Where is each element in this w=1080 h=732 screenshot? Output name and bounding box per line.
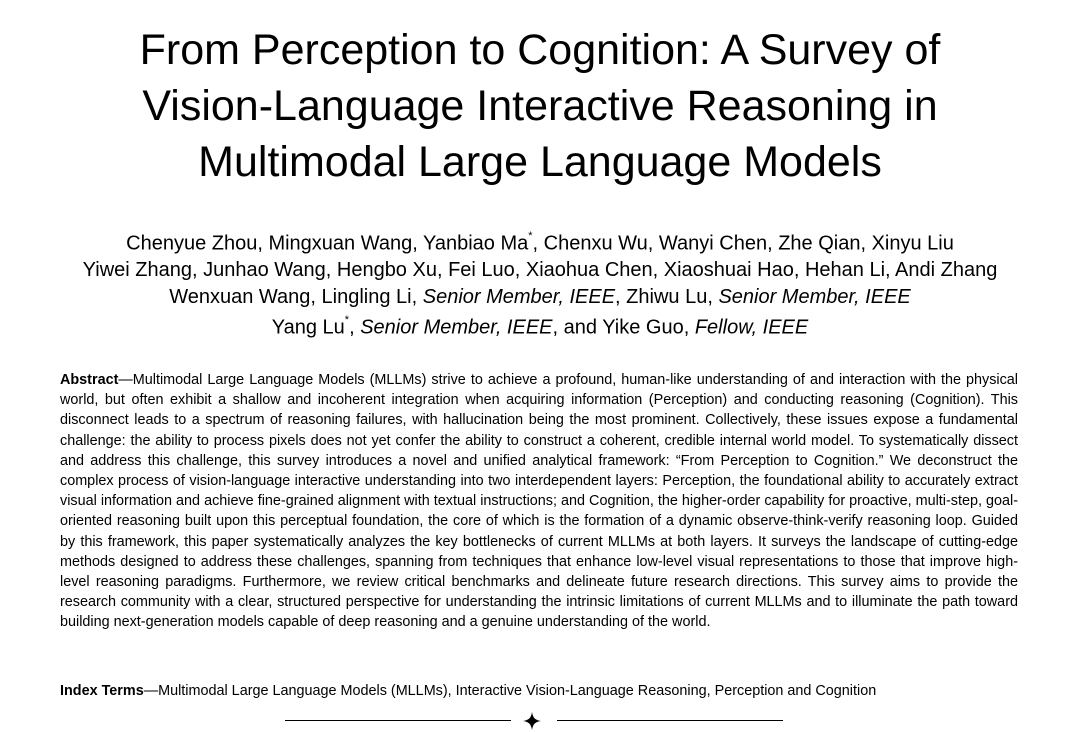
author-title: Fellow, IEEE	[694, 316, 809, 339]
title-line: From Perception to Cognition: A Survey o…	[139, 26, 941, 74]
divider-rule	[285, 720, 511, 721]
author-line: Wenxuan Wang, Lingling Li, Senior Member…	[20, 284, 1060, 311]
index-terms: Index Terms—Multimodal Large Language Mo…	[60, 681, 1018, 701]
author-names: Wenxuan Wang, Lingling Li,	[169, 285, 423, 308]
index-terms-text: —Multimodal Large Language Models (MLLMs…	[143, 683, 877, 699]
author-title: Senior Member, IEEE	[422, 285, 616, 308]
author-line: Chenyue Zhou, Mingxuan Wang, Yanbiao Ma*…	[20, 226, 1060, 257]
author-names: , and Yike Guo,	[552, 316, 695, 339]
author-names: , Zhiwu Lu,	[615, 285, 719, 308]
abstract: Abstract—Multimodal Large Language Model…	[60, 370, 1018, 633]
section-divider	[285, 711, 783, 731]
author-list: Chenyue Zhou, Mingxuan Wang, Yanbiao Ma*…	[20, 226, 1060, 341]
corresponding-author-mark: *	[344, 314, 350, 327]
author-names: Chenyue Zhou, Mingxuan Wang, Yanbiao Ma	[126, 232, 529, 255]
abstract-label: Abstract	[60, 372, 119, 388]
author-names: Yang Lu	[271, 316, 345, 339]
author-names: ,	[349, 316, 361, 339]
abstract-text: —Multimodal Large Language Models (MLLMs…	[60, 372, 1018, 631]
corresponding-author-mark: *	[528, 230, 533, 242]
paper-title: From Perception to Cognition: A Survey o…	[40, 22, 1040, 190]
four-point-star-icon	[523, 712, 541, 730]
author-line: Yiwei Zhang, Junhao Wang, Hengbo Xu, Fei…	[82, 259, 998, 282]
author-line: Yang Lu*, Senior Member, IEEE, and Yike …	[20, 310, 1060, 341]
author-names: , Chenxu Wu, Wanyi Chen, Zhe Qian, Xinyu…	[532, 232, 954, 255]
author-title: Senior Member, IEEE	[718, 285, 911, 308]
title-line: Vision-Language Interactive Reasoning in	[142, 82, 938, 130]
title-line: Multimodal Large Language Models	[198, 138, 882, 186]
author-title: Senior Member, IEEE	[360, 316, 553, 339]
index-terms-label: Index Terms	[60, 683, 144, 699]
divider-rule	[557, 720, 783, 721]
